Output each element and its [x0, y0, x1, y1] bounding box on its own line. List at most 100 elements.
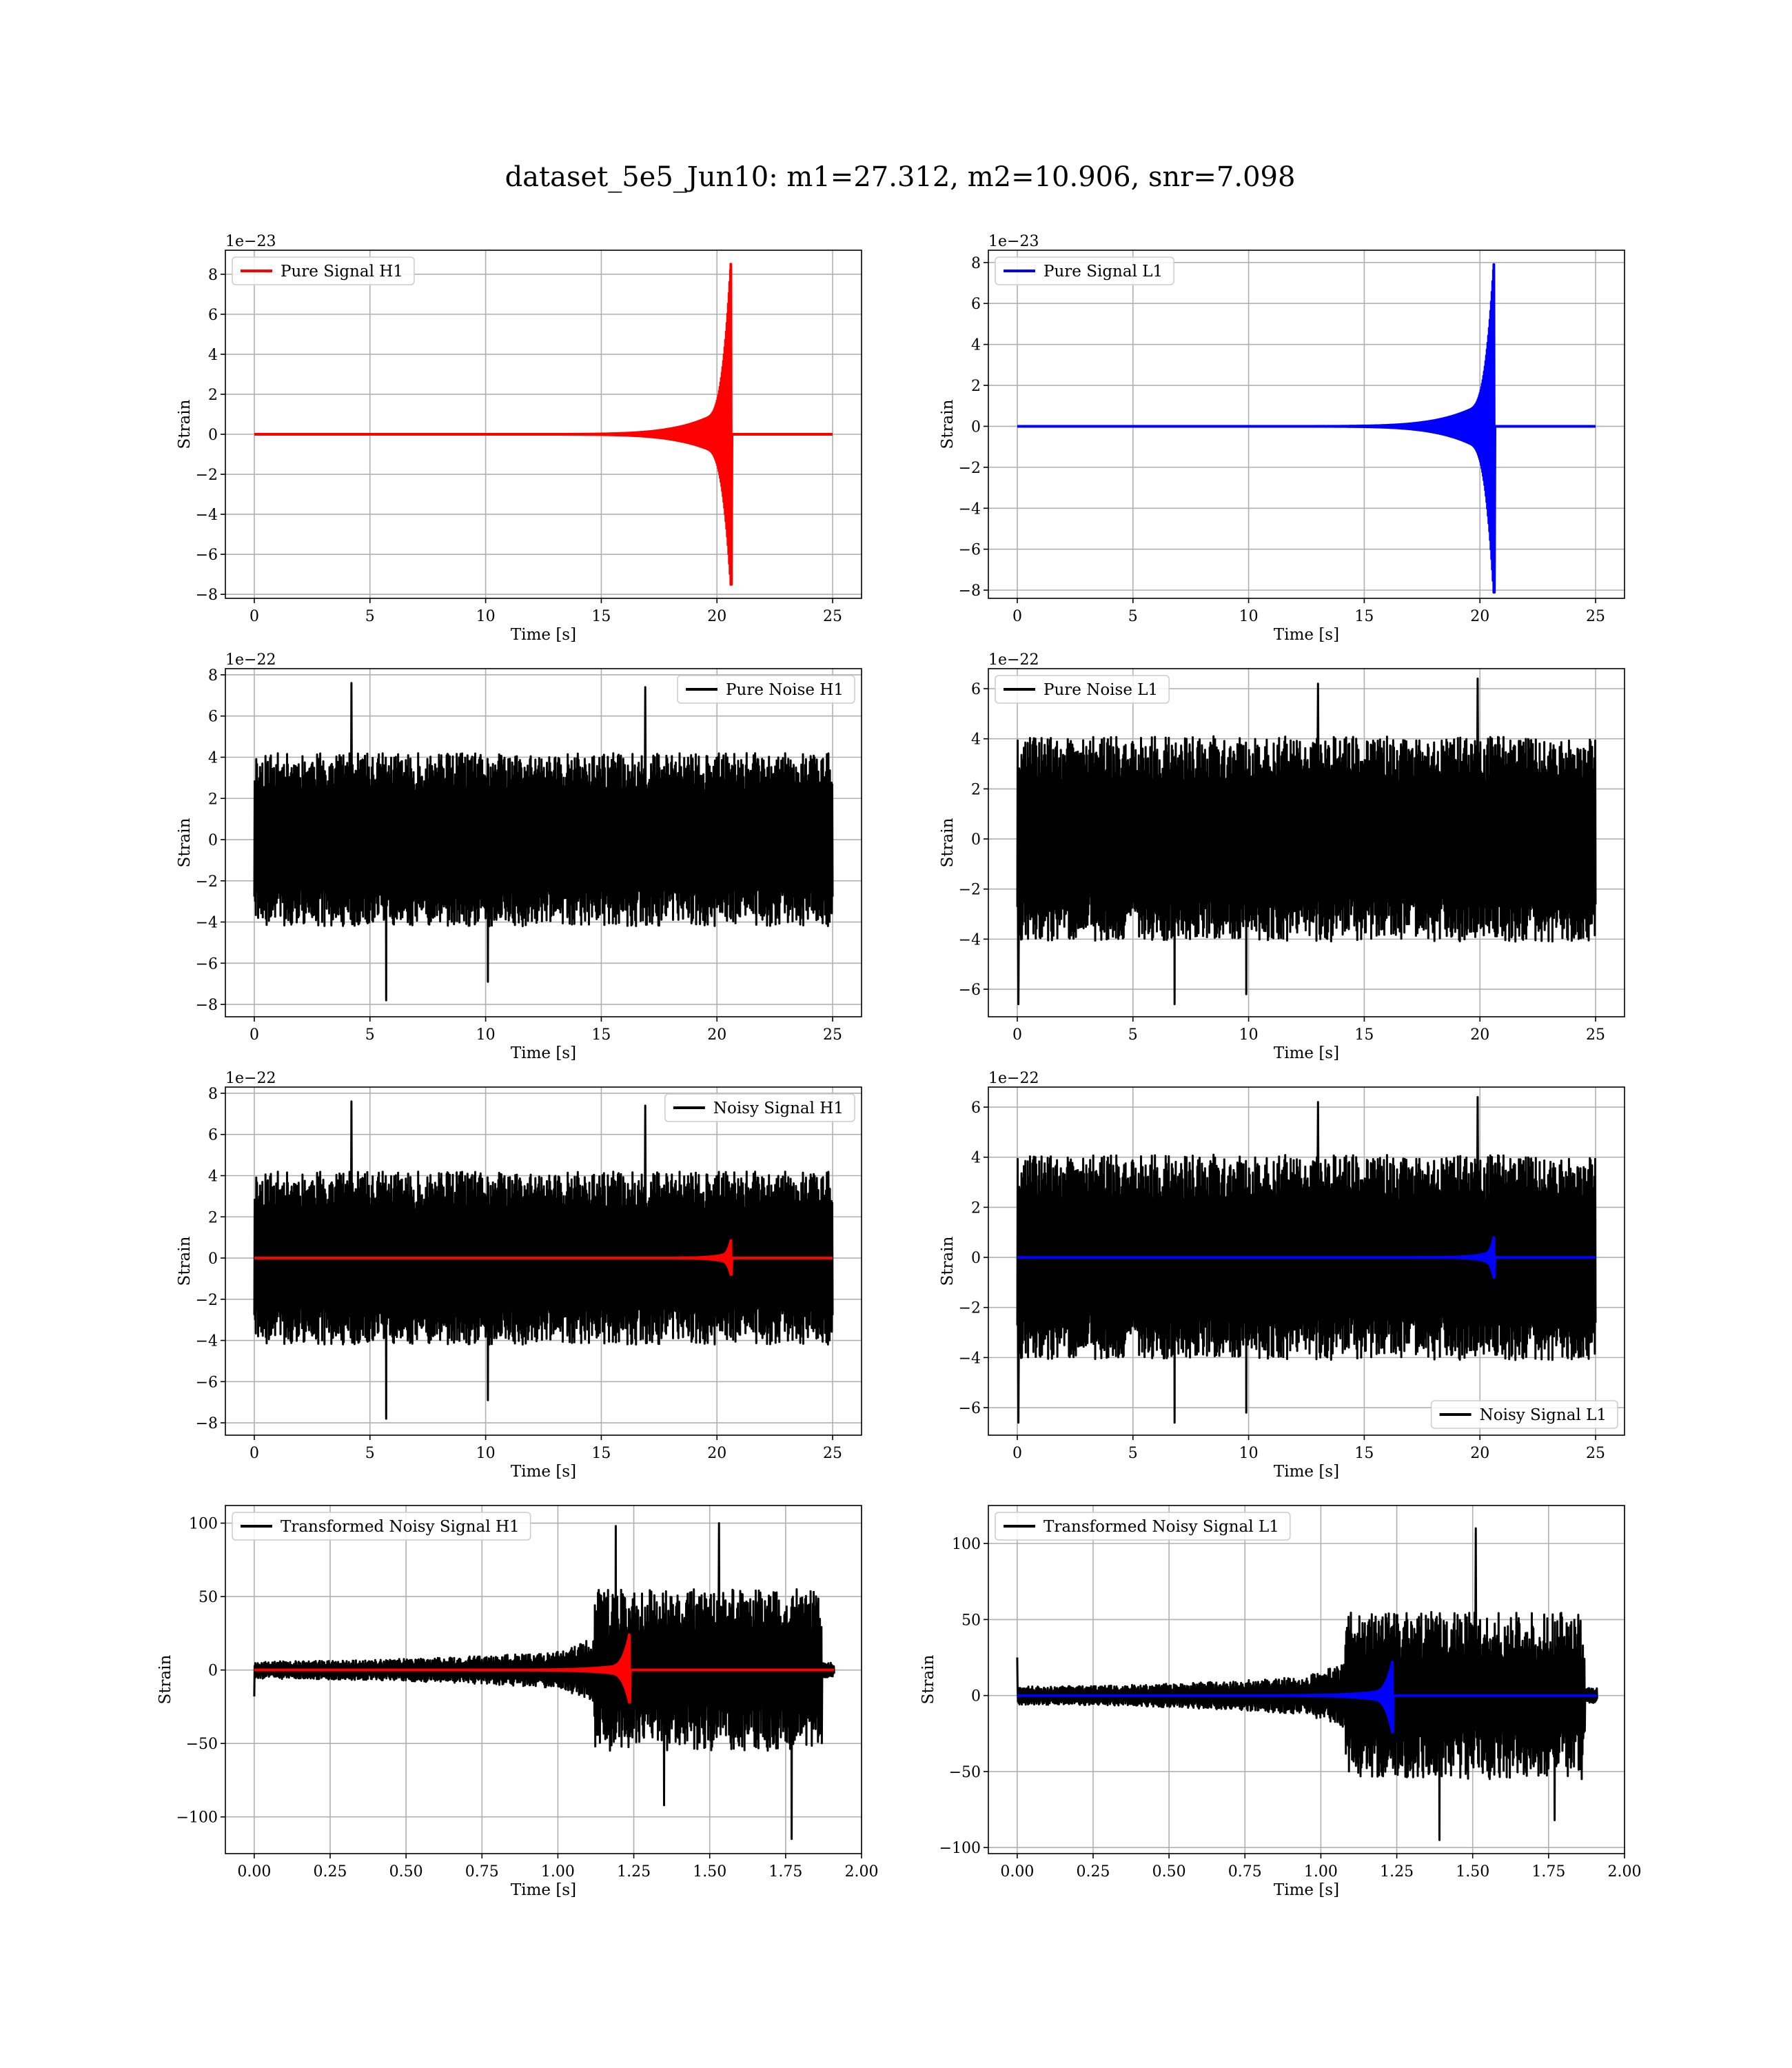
- y-tick-label: −2: [959, 882, 981, 899]
- legend: Pure Noise H1: [677, 675, 855, 704]
- y-axis-label: Strain: [176, 1236, 194, 1286]
- x-tick-label: 10: [476, 1445, 496, 1462]
- y-tick-label: −2: [196, 1292, 218, 1309]
- plot-area: [1016, 1527, 1598, 1841]
- y-offset-label: 1e−23: [988, 233, 1039, 250]
- figure-title: dataset_5e5_Jun10: m1=27.312, m2=10.906,…: [505, 161, 1296, 193]
- x-tick-label: 5: [365, 1445, 375, 1462]
- y-tick-label: −4: [196, 915, 218, 932]
- y-tick-label: 0: [208, 1663, 218, 1680]
- y-tick-label: −100: [176, 1810, 218, 1827]
- x-axis-label: Time [s]: [1274, 626, 1339, 644]
- x-tick-label: 15: [1354, 1445, 1374, 1462]
- y-tick-label: 0: [208, 427, 218, 444]
- plot-area: [1017, 263, 1596, 594]
- y-tick-label: −4: [959, 931, 981, 949]
- y-tick-label: 6: [971, 1099, 981, 1117]
- x-tick-label: 10: [476, 608, 496, 625]
- y-tick-label: −100: [939, 1840, 981, 1857]
- x-tick-label: 15: [1354, 608, 1374, 625]
- subplot-p10: 0 5 10 15 20 25 −8 −6 −4 −2 0 2 4 6 8 Time [s] Strain 1e−…: [176, 651, 862, 1062]
- y-tick-label: −4: [196, 507, 218, 524]
- y-axis-label: Strain: [939, 399, 957, 449]
- x-tick-label: 15: [591, 608, 611, 625]
- x-tick-label: 20: [707, 1026, 726, 1044]
- y-tick-label: 2: [971, 781, 981, 798]
- y-axis-label: Strain: [176, 818, 194, 867]
- series-line: [1017, 1661, 1598, 1734]
- x-tick-label: 0: [250, 1445, 259, 1462]
- x-tick-label: 1.25: [617, 1863, 651, 1881]
- x-tick-label: 0.25: [314, 1863, 347, 1881]
- x-tick-label: 0: [1012, 1445, 1022, 1462]
- subplot-p30: 0.00 0.25 0.50 0.75 1.00 1.25 1.50 1.75 2.00 −100…: [156, 1505, 878, 1899]
- x-tick-label: 25: [823, 1445, 842, 1462]
- plot-area: [1016, 1096, 1597, 1424]
- legend-label: Pure Noise L1: [1043, 681, 1158, 699]
- y-tick-label: −8: [196, 587, 218, 604]
- legend-frame: [664, 1093, 855, 1122]
- y-axis-label: Strain: [919, 1654, 937, 1704]
- x-tick-label: 20: [707, 608, 726, 625]
- y-offset-label: 1e−22: [225, 651, 276, 669]
- y-tick-label: 8: [208, 267, 218, 284]
- y-tick-label: −6: [196, 955, 218, 973]
- x-tick-label: 5: [1128, 608, 1138, 625]
- x-tick-label: 0: [1012, 1026, 1022, 1044]
- series-line: [1016, 1527, 1598, 1841]
- x-axis-label: Time [s]: [511, 1044, 576, 1062]
- y-offset-label: 1e−23: [225, 233, 276, 250]
- subplot-p00: 0 5 10 15 20 25 −8 −6 −4 −2 0 2 4 6 8 Time [s] Strain 1e−…: [176, 233, 862, 644]
- y-tick-label: 2: [971, 378, 981, 395]
- legend-frame: [232, 256, 415, 285]
- y-axis-label: Strain: [156, 1654, 174, 1704]
- series-line: [1016, 1096, 1597, 1424]
- y-tick-label: 2: [208, 1209, 218, 1226]
- x-tick-label: 25: [1586, 608, 1605, 625]
- y-tick-label: 0: [971, 418, 981, 436]
- y-tick-label: 0: [971, 831, 981, 849]
- x-tick-label: 20: [1470, 1026, 1489, 1044]
- y-tick-label: 4: [208, 1168, 218, 1185]
- subplot-p01: 0 5 10 15 20 25 −8 −6 −4 −2 0 2 4 6 8 Time [s] Strain 1e−…: [939, 233, 1625, 644]
- y-tick-label: 4: [971, 731, 981, 749]
- plot-area: [254, 263, 833, 586]
- y-tick-label: −4: [959, 1350, 981, 1367]
- x-tick-label: 25: [823, 608, 842, 625]
- y-tick-label: 2: [971, 1199, 981, 1217]
- legend-label: Transformed Noisy Signal H1: [281, 1518, 520, 1536]
- x-axis-label: Time [s]: [511, 1881, 576, 1899]
- series-line: [1017, 1236, 1596, 1279]
- series-line: [254, 1633, 835, 1704]
- axes-frame: [988, 668, 1625, 1017]
- legend-frame: [677, 675, 855, 704]
- y-tick-label: −2: [959, 460, 981, 477]
- y-tick-label: 4: [208, 347, 218, 364]
- y-tick-label: 0: [971, 1250, 981, 1267]
- y-tick-label: 8: [971, 255, 981, 272]
- y-offset-label: 1e−22: [225, 1070, 276, 1087]
- x-tick-label: 0.75: [465, 1863, 499, 1881]
- y-tick-label: −2: [959, 1300, 981, 1317]
- legend-label: Noisy Signal H1: [713, 1099, 844, 1117]
- x-tick-label: 10: [476, 1026, 496, 1044]
- legend-frame: [995, 675, 1170, 704]
- x-axis-label: Time [s]: [1274, 1881, 1339, 1899]
- y-tick-label: −8: [959, 582, 981, 600]
- x-tick-label: 1.00: [541, 1863, 575, 1881]
- series-line: [254, 1239, 833, 1276]
- y-tick-label: 50: [198, 1589, 218, 1606]
- x-tick-label: 15: [591, 1026, 611, 1044]
- subplot-p31: 0.00 0.25 0.50 0.75 1.00 1.25 1.50 1.75 2.00 −100…: [919, 1505, 1641, 1899]
- legend: Pure Signal H1: [232, 256, 415, 285]
- legend-label: Pure Noise H1: [726, 681, 844, 699]
- series-line: [1017, 263, 1596, 594]
- plot-area: [253, 1522, 835, 1841]
- legend-frame: [1430, 1400, 1618, 1429]
- x-tick-label: 5: [1128, 1445, 1138, 1462]
- legend: Transformed Noisy Signal H1: [232, 1512, 531, 1541]
- legend: Pure Signal L1: [995, 256, 1174, 285]
- x-tick-label: 20: [707, 1445, 726, 1462]
- x-tick-label: 1.50: [693, 1863, 726, 1881]
- x-tick-label: 0.50: [389, 1863, 423, 1881]
